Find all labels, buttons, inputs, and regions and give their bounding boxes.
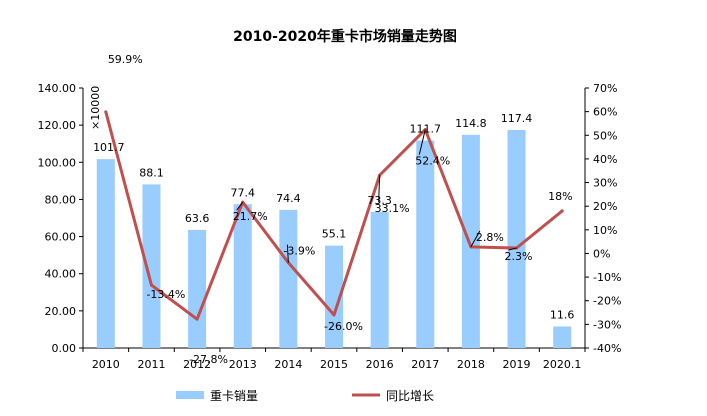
- bar-value-label: 74.4: [276, 192, 301, 205]
- right-tick-label: 40%: [593, 153, 617, 166]
- line-point: [149, 283, 153, 287]
- x-tick-label: 2013: [229, 358, 257, 371]
- bar-value-label: 114.8: [455, 117, 487, 130]
- bar-value-label: 11.6: [550, 308, 575, 321]
- axes: 0.00 20.00 40.00 60.00 80.00 100.00 120.00 140.…: [38, 82, 622, 371]
- bar-value-label: 73.3: [367, 194, 392, 207]
- legend-line-label: 同比增长: [386, 389, 434, 403]
- bar: [325, 245, 343, 348]
- bar-value-label: 88.1: [139, 166, 164, 179]
- left-tick-label: 120.00: [38, 119, 77, 132]
- bar-value-label: 55.1: [322, 228, 347, 241]
- chart-title: 2010-2020年重卡市场销量走势图: [233, 28, 457, 45]
- line-value-label: 33.1%: [375, 202, 410, 215]
- right-tick-label: 30%: [593, 177, 617, 190]
- legend: 重卡销量 同比增长: [176, 389, 434, 403]
- label-leader-line: [508, 247, 517, 251]
- line-value-label: 2.8%: [476, 231, 504, 244]
- bar: [96, 159, 115, 348]
- legend-bar-label: 重卡销量: [210, 389, 258, 403]
- line-value-label: 2.3%: [505, 250, 533, 263]
- right-tick-label: -30%: [593, 318, 621, 331]
- bar-value-label: 101.7: [93, 141, 125, 154]
- unit-label: ×10000: [89, 86, 102, 130]
- left-tick-label: 40.00: [45, 268, 77, 281]
- legend-bar-swatch: [176, 391, 204, 399]
- bar: [188, 229, 207, 348]
- x-tick-label: 2017: [411, 358, 439, 371]
- right-tick-label: 20%: [593, 200, 617, 213]
- right-tick-label: 70%: [593, 82, 617, 95]
- line-value-label: 52.4%: [415, 155, 450, 168]
- left-tick-label: 100.00: [38, 156, 77, 169]
- line-value-label: 18%: [548, 190, 572, 203]
- left-tick-label: 80.00: [45, 193, 77, 206]
- right-tick-label: 50%: [593, 129, 617, 142]
- bar-value-label: 111.7: [410, 123, 442, 136]
- bar: [370, 211, 389, 348]
- data-labels: 101.7 88.1 63.6 77.4 74.4 55.1 73.3 111.7 114.8 1…: [93, 53, 574, 366]
- line-point: [104, 110, 108, 114]
- line-value-label: 59.9%: [108, 53, 143, 66]
- bar: [233, 204, 252, 348]
- right-tick-label: 60%: [593, 106, 617, 119]
- line-point: [560, 209, 564, 213]
- right-tick-label: -40%: [593, 342, 621, 355]
- line-value-label: -3.9%: [283, 245, 315, 258]
- bar: [142, 184, 161, 348]
- line-value-label: -13.4%: [146, 288, 185, 301]
- bar: [279, 209, 298, 348]
- bar-value-label: 77.4: [230, 186, 255, 199]
- x-tick-label: 2020.1: [543, 358, 582, 371]
- left-tick-label: 20.00: [45, 305, 77, 318]
- x-tick-label: 2014: [274, 358, 302, 371]
- bar: [416, 140, 435, 348]
- label-leader-line: [378, 175, 381, 203]
- right-tick-label: -10%: [593, 271, 621, 284]
- bar-value-label: 117.4: [501, 112, 533, 125]
- right-tick-label: 0%: [593, 247, 610, 260]
- label-leader-line: [470, 230, 481, 248]
- x-tick-label: 2016: [366, 358, 394, 371]
- line-value-label: -27.8%: [189, 353, 228, 366]
- x-tick-label: 2015: [320, 358, 348, 371]
- line-value-label: -26.0%: [324, 320, 363, 333]
- left-tick-label: 140.00: [38, 82, 77, 95]
- line-point: [195, 317, 199, 321]
- bar: [461, 134, 480, 348]
- x-tick-label: 2012: [183, 358, 211, 371]
- right-tick-label: 10%: [593, 224, 617, 237]
- x-tick-label: 2019: [503, 358, 531, 371]
- label-leader-line: [286, 244, 289, 263]
- right-tick-label: -20%: [593, 295, 621, 308]
- bar-value-label: 63.6: [185, 212, 210, 225]
- line-point: [332, 313, 336, 317]
- x-tick-label: 2010: [92, 358, 120, 371]
- bar: [507, 129, 526, 348]
- x-tick-label: 2011: [137, 358, 165, 371]
- label-leader-line: [418, 129, 426, 155]
- label-leader-line: [236, 201, 244, 211]
- left-tick-label: 60.00: [45, 231, 77, 244]
- left-tick-label: 0.00: [52, 342, 77, 355]
- bar-series: [96, 129, 572, 348]
- line-value-label: 21.7%: [233, 210, 268, 223]
- x-tick-label: 2018: [457, 358, 485, 371]
- bar: [553, 326, 572, 348]
